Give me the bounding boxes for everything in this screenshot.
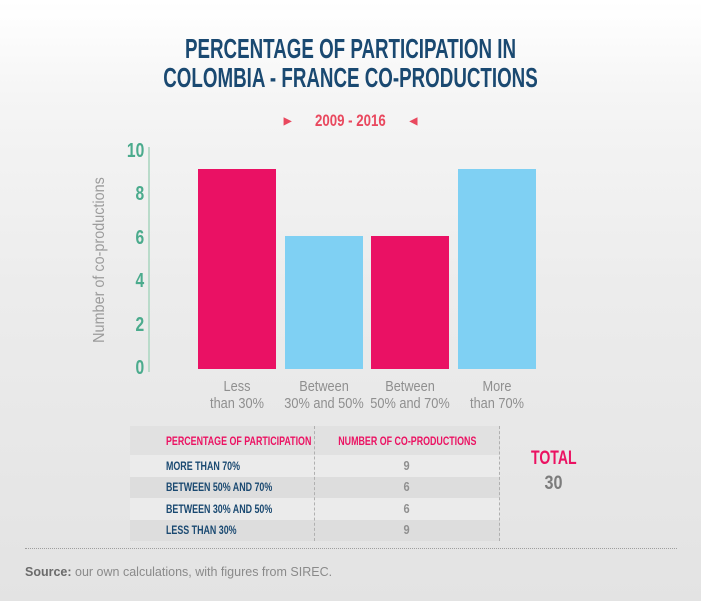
table-row-more-than-70: MORE THAN 70% 9 [130, 455, 500, 477]
y-axis-line [148, 147, 150, 372]
title-line1: PERCENTAGE OF PARTICIPATION IN [184, 33, 517, 64]
y-tick-10: 10 [126, 140, 144, 162]
total-value: 30 [544, 473, 563, 494]
row-value: 6 [403, 500, 411, 516]
row-value: 6 [403, 479, 411, 495]
left-triangle-icon: ◀ [409, 116, 418, 127]
data-table: PERCENTAGE OF PARTICIPATION NUMBER OF CO… [130, 426, 500, 541]
row-label: LESS THAN 30% [166, 523, 237, 538]
y-tick-2: 2 [135, 314, 144, 336]
header-cell-participation: PERCENTAGE OF PARTICIPATION [166, 433, 312, 448]
bar-less-than-30 [198, 169, 276, 369]
y-tick-4: 4 [135, 270, 144, 292]
bar-more-than-70 [458, 169, 536, 369]
table-header-row: PERCENTAGE OF PARTICIPATION NUMBER OF CO… [130, 426, 500, 455]
row-value: 9 [403, 522, 411, 538]
x-label-more-than-70: More than 70% [470, 378, 524, 412]
source-prefix: Source: [25, 565, 72, 579]
subtitle: ▶ 2009 - 2016 ◀ [0, 111, 701, 132]
y-tick-0: 0 [135, 357, 144, 379]
bar-between-30-50 [285, 235, 363, 369]
y-tick-6: 6 [135, 227, 144, 249]
row-label: MORE THAN 70% [166, 458, 241, 473]
row-value: 9 [403, 457, 411, 473]
total-label: TOTAL [531, 448, 577, 469]
subtitle-text: 2009 - 2016 [315, 111, 386, 130]
y-tick-8: 8 [135, 183, 144, 205]
page-title: PERCENTAGE OF PARTICIPATION IN COLOMBIA … [0, 34, 701, 92]
source-note: Source: our own calculations, with figur… [25, 565, 332, 580]
x-label-between-50-70: Between 50% and 70% [370, 378, 450, 412]
table-right-border [499, 426, 500, 541]
right-triangle-icon: ▶ [283, 116, 292, 127]
bar-between-50-70 [371, 235, 449, 369]
dotted-divider [25, 548, 677, 549]
column-divider [314, 426, 315, 541]
title-line2: COLOMBIA - FRANCE CO-PRODUCTIONS [163, 62, 538, 93]
row-label: BETWEEN 30% AND 50% [166, 501, 273, 516]
source-text: our own calculations, with figures from … [71, 565, 333, 579]
table-row-between-30-50: BETWEEN 30% AND 50% 6 [130, 498, 500, 520]
header-cell-coproductions: NUMBER OF CO-PRODUCTIONS [338, 433, 477, 448]
x-label-less-than-30: Less than 30% [210, 378, 264, 412]
x-label-between-30-50: Between 30% and 50% [284, 378, 364, 412]
row-label: BETWEEN 50% AND 70% [166, 480, 273, 495]
table-row-less-than-30: LESS THAN 30% 9 [130, 519, 500, 541]
table-row-between-50-70: BETWEEN 50% AND 70% 6 [130, 476, 500, 498]
